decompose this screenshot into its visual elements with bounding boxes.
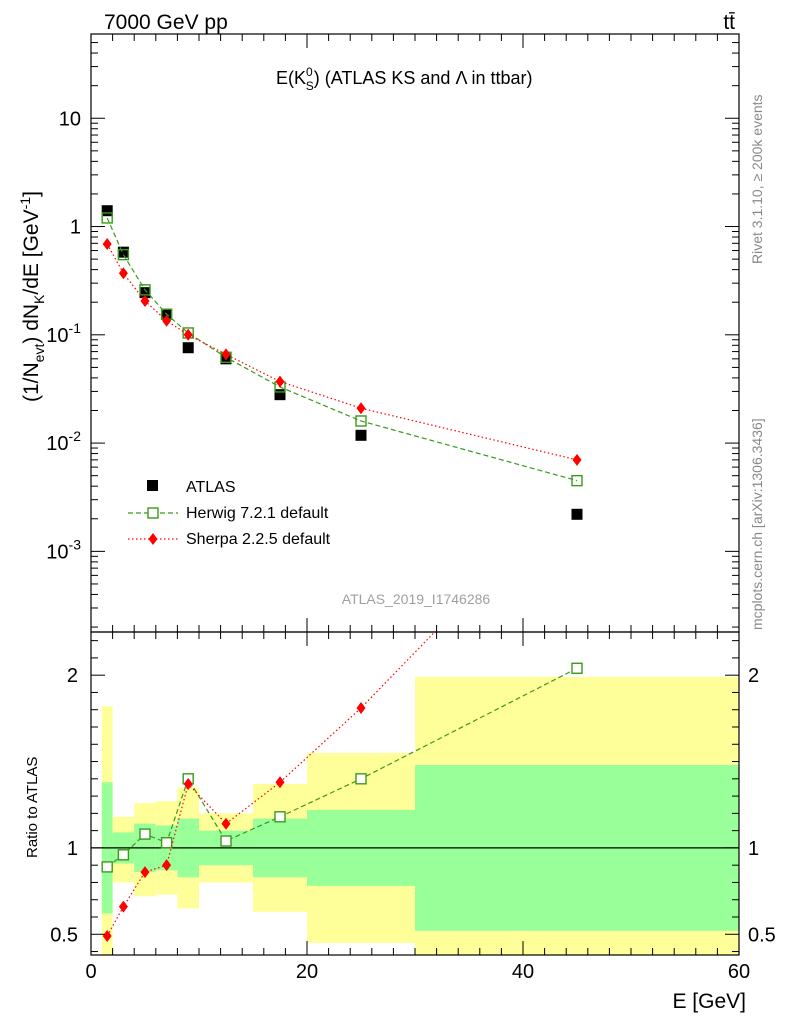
ratio-point-sherpa: [140, 866, 150, 879]
ratio-point-herwig: [355, 773, 367, 785]
rivet-version-label: Rivet 3.1.10, ≥ 200k events: [749, 94, 765, 264]
ratio-y-ticks: 0.5 0.5 1 1 2 2: [50, 640, 776, 953]
ratio-point-sherpa: [162, 859, 172, 872]
legend-herwig-label: Herwig 7.2.1 default: [186, 505, 329, 522]
main-ytick-label: 1: [70, 217, 81, 239]
legend-atlas-label: ATLAS: [186, 479, 236, 496]
main-series: [101, 205, 583, 520]
main-point-herwig: [355, 415, 367, 427]
main-ytick-label: 10-2: [46, 428, 81, 455]
xtick-label: 20: [296, 961, 318, 983]
legend-atlas-marker: [147, 480, 158, 491]
ratio-point-herwig: [220, 835, 232, 847]
main-point-atlas: [355, 429, 367, 441]
ratio-point-sherpa: [275, 776, 285, 789]
main-line-herwig: [106, 217, 578, 482]
ratio-point-sherpa: [118, 900, 128, 913]
main-point-sherpa: [275, 375, 285, 388]
x-ticks: 0 20 40 60: [85, 34, 750, 983]
main-point-sherpa: [162, 314, 172, 327]
ratio-point-herwig: [139, 828, 151, 840]
ratio-point-sherpa: [356, 702, 366, 714]
ratio-ytick-label-right: 1: [748, 838, 759, 860]
ratio-point-herwig: [117, 849, 130, 861]
main-point-sherpa: [102, 237, 112, 250]
main-point-atlas: [274, 389, 286, 401]
main-point-sherpa: [356, 402, 366, 415]
ratio-y-axis-label: Ratio to ATLAS: [24, 757, 41, 858]
main-y-axis-label: (1/Nevt) dNK/dE [GeV-1]: [17, 191, 47, 402]
ratio-point-herwig: [571, 662, 583, 674]
main-point-sherpa: [118, 267, 128, 280]
main-ytick-label: 10-3: [46, 536, 81, 563]
xtick-label: 60: [728, 961, 750, 983]
main-y-ticks: 10-3 10-2 10-1 1 10: [46, 33, 739, 628]
main-point-sherpa: [140, 295, 150, 308]
ratio-point-sherpa: [183, 778, 193, 790]
legend-herwig-marker: [147, 507, 159, 519]
main-point-herwig: [139, 284, 151, 296]
mcplots-reference-label: mcplots.cern.ch [arXiv:1306.3436]: [749, 418, 765, 630]
ratio-ytick-label-left: 1: [67, 838, 78, 860]
legend-sherpa-label: Sherpa 2.2.5 default: [186, 531, 331, 548]
legend-sherpa-marker: [148, 533, 158, 545]
ratio-ytick-label-right: 2: [748, 665, 759, 687]
ratio-point-sherpa: [102, 930, 112, 942]
xtick-label: 0: [85, 961, 96, 983]
ratio-point-herwig: [274, 811, 286, 823]
legend: ATLAS Herwig 7.2.1 default Sherpa 2.2.5 …: [128, 479, 331, 548]
main-point-atlas: [101, 205, 113, 217]
main-ytick-label: 10: [59, 108, 81, 130]
main-point-herwig: [571, 474, 583, 487]
main-point-herwig: [117, 248, 130, 261]
main-point-sherpa: [221, 348, 231, 361]
main-point-atlas: [571, 508, 583, 520]
xtick-label: 40: [512, 961, 534, 983]
main-ytick-label: 10-1: [46, 320, 81, 347]
main-point-atlas: [182, 342, 194, 354]
plot-title: E(K0 S) (ATLAS KS and Λ in ttbar): [276, 65, 533, 93]
ratio-ytick-label-left: 2: [67, 665, 78, 687]
main-point-atlas: [139, 287, 151, 299]
main-point-atlas: [117, 246, 129, 258]
analysis-watermark: ATLAS_2019_I1746286: [342, 591, 491, 607]
main-point-sherpa: [572, 453, 582, 466]
main-line-sherpa: [106, 243, 578, 461]
header-energy-label: 7000 GeV pp: [104, 11, 228, 34]
ratio-ytick-label-left: 0.5: [50, 924, 78, 946]
ratio-uncertainty-bands: [91, 676, 739, 955]
ratio-point-sherpa: [221, 817, 231, 830]
ratio-point-herwig: [160, 837, 173, 849]
x-axis-label: E [GeV]: [672, 990, 746, 1013]
header-process-label: tt̄: [723, 11, 735, 34]
main-point-sherpa: [183, 328, 193, 341]
ratio-ytick-label-right: 0.5: [748, 924, 776, 946]
main-point-herwig: [101, 212, 113, 224]
ratio-series: [101, 632, 583, 942]
ratio-point-herwig: [101, 861, 113, 873]
